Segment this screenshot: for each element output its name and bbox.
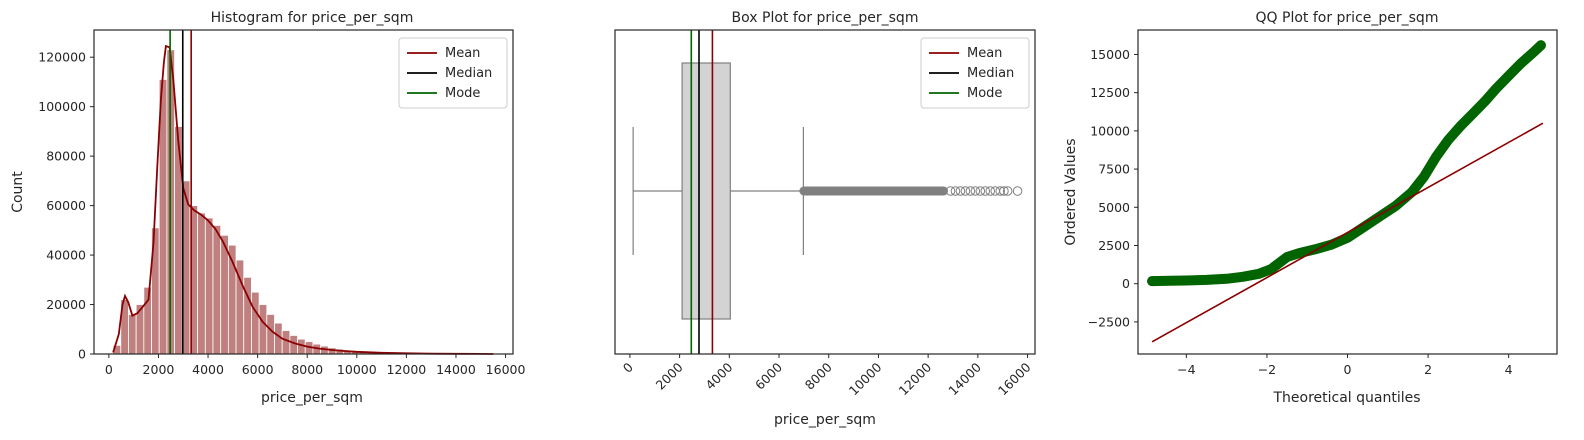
- qqplot-ylabel: Ordered Values: [1063, 138, 1079, 245]
- qqplot-points-band: [1147, 40, 1546, 287]
- histogram-xtick-label: 0: [105, 362, 113, 377]
- boxplot-outlier: [999, 186, 1009, 196]
- histogram-xtick-label: 8000: [291, 362, 323, 377]
- boxplot-outlier: [985, 186, 996, 196]
- histogram-ylabel: Count: [10, 171, 26, 213]
- histogram-bar: [251, 291, 260, 355]
- histogram-ytick-label: 100000: [38, 99, 86, 114]
- histogram-xtick-label: 14000: [436, 362, 476, 377]
- qqplot-title: QQ Plot for price_per_sqm: [1256, 10, 1439, 26]
- histogram-kde-curve: [112, 44, 494, 355]
- histogram-legend-mode: Mode: [445, 86, 480, 101]
- boxplot-xtick-label: 6000: [752, 359, 785, 392]
- boxplot-title: Box Plot for price_per_sqm: [732, 10, 919, 26]
- histogram-panel: Histogram for price_per_sqm price_per_sq…: [10, 10, 525, 406]
- histogram-bar: [266, 314, 275, 355]
- boxplot-outlier-band: [799, 186, 949, 196]
- boxplot-outlier: [950, 186, 961, 196]
- boxplot-outlier: [955, 186, 966, 196]
- boxplot-box: [681, 62, 731, 320]
- histogram-xtick-label: 4000: [192, 362, 224, 377]
- qqplot-ytick-label: −2500: [1088, 314, 1130, 329]
- qqplot-xlabel: Theoretical quantiles: [1272, 390, 1420, 406]
- boxplot-outlier: [1012, 186, 1023, 196]
- qqplot-xtick-label: 4: [1505, 362, 1513, 377]
- boxplot-outlier: [965, 186, 976, 196]
- histogram-bar: [220, 234, 229, 355]
- histogram-legend-mean: Mean: [445, 46, 480, 61]
- histogram-xlabel: price_per_sqm: [261, 390, 363, 406]
- boxplot-outlier: [970, 186, 981, 196]
- histogram-bar: [258, 304, 268, 355]
- boxplot-xtick-label: 12000: [896, 359, 935, 398]
- histogram-bar: [212, 224, 222, 355]
- boxplot-outlier: [1002, 186, 1013, 196]
- qqplot-ytick-label: 12500: [1090, 85, 1130, 100]
- boxplot-xtick-label: 10000: [846, 359, 885, 398]
- boxplot-panel: Box Plot for price_per_sqm price_per_sqm…: [614, 10, 1036, 428]
- qqplot-ytick-label: 7500: [1098, 162, 1130, 177]
- histogram-ytick-label: 120000: [38, 50, 86, 65]
- boxplot-xlabel: price_per_sqm: [774, 412, 876, 428]
- histogram-title: Histogram for price_per_sqm: [211, 10, 414, 26]
- qqplot-ytick-label: 0: [1122, 276, 1130, 291]
- qqplot-point-min: [1147, 276, 1158, 287]
- histogram-ytick-label: 60000: [46, 198, 86, 213]
- qqplot-point-max: [1535, 40, 1546, 51]
- boxplot-xtick-label: 2000: [653, 359, 686, 392]
- histogram-frame: [93, 29, 514, 355]
- qqplot-xtick-label: −2: [1258, 362, 1276, 377]
- boxplot-frame: [614, 29, 1036, 355]
- histogram-xtick-label: 6000: [242, 362, 274, 377]
- histogram-xtick-label: 2000: [143, 362, 175, 377]
- boxplot-outlier: [945, 186, 956, 196]
- histogram-bar: [143, 286, 152, 355]
- boxplot-xtick-label: 0: [620, 359, 636, 375]
- qqplot-frame: [1137, 29, 1558, 355]
- qqplot-ytick-label: 5000: [1098, 200, 1130, 215]
- qqplot-ytick-label: 15000: [1090, 47, 1130, 62]
- qqplot-xtick-label: −4: [1177, 362, 1195, 377]
- boxplot-legend: Mean Median Mode: [920, 37, 1030, 109]
- qqplot-xtick-label: 2: [1424, 362, 1432, 377]
- boxplot-xtick-label: 14000: [945, 359, 984, 398]
- boxplot-legend-mean: Mean: [967, 46, 1002, 61]
- histogram-bar: [204, 217, 214, 355]
- histogram-ytick-label: 20000: [46, 297, 86, 312]
- boxplot-legend-mode: Mode: [967, 86, 1002, 101]
- histogram-bar: [197, 212, 206, 355]
- boxplot-xtick-label: 4000: [702, 359, 735, 392]
- histogram-xtick-label: 16000: [486, 362, 526, 377]
- qqplot-xtick-label: 0: [1344, 362, 1352, 377]
- qqplot-panel: QQ Plot for price_per_sqm Theoretical qu…: [1063, 10, 1558, 406]
- boxplot-outlier: [995, 186, 1006, 196]
- qqplot-ytick-label: 2500: [1098, 238, 1130, 253]
- histogram-xtick-label: 12000: [387, 362, 427, 377]
- histogram-xtick-label: 10000: [337, 362, 377, 377]
- histogram-bar: [128, 314, 137, 355]
- boxplot-legend-median: Median: [967, 66, 1014, 81]
- histogram-ytick-label: 80000: [46, 149, 86, 164]
- qqplot-ytick-label: 10000: [1090, 123, 1130, 138]
- histogram-bar: [281, 330, 291, 355]
- qqplot-fit-line: [1151, 122, 1544, 343]
- boxplot-outlier: [980, 186, 991, 196]
- boxplot-xtick-label: 16000: [995, 359, 1034, 398]
- histogram-ytick-label: 40000: [46, 248, 86, 263]
- histogram-ytick-label: 0: [78, 347, 86, 362]
- boxplot-xtick-label: 8000: [802, 359, 835, 392]
- boxplot-outlier: [990, 186, 1001, 196]
- boxplot-outlier: [960, 186, 971, 196]
- boxplot-outlier: [975, 186, 986, 196]
- histogram-legend: Mean Median Mode: [398, 37, 508, 109]
- histogram-legend-median: Median: [445, 66, 492, 81]
